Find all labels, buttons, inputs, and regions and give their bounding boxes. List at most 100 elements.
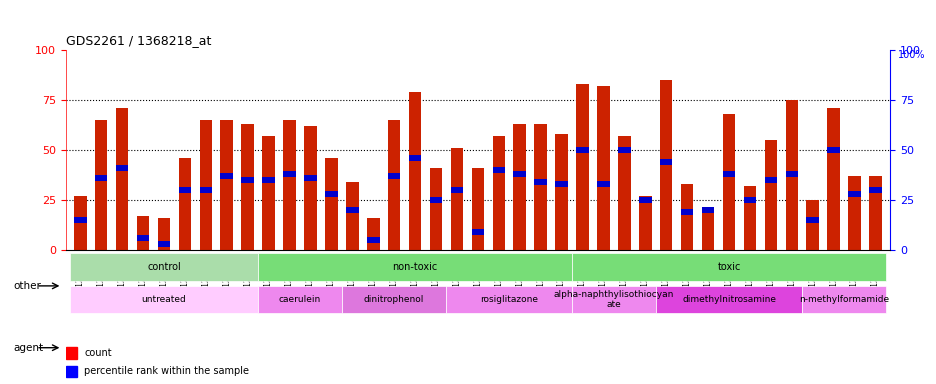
Bar <box>137 216 149 250</box>
FancyBboxPatch shape <box>69 286 257 313</box>
Bar <box>743 197 755 203</box>
Bar <box>345 182 358 250</box>
Bar <box>743 186 755 250</box>
Bar <box>555 181 567 187</box>
Bar <box>241 177 254 183</box>
FancyBboxPatch shape <box>257 253 572 281</box>
FancyBboxPatch shape <box>572 286 655 313</box>
Text: toxic: toxic <box>717 262 739 272</box>
FancyBboxPatch shape <box>655 286 801 313</box>
Bar <box>555 134 567 250</box>
Bar <box>450 187 462 193</box>
Bar <box>638 196 651 250</box>
Bar <box>199 120 212 250</box>
Bar <box>95 120 108 250</box>
Bar <box>492 136 505 250</box>
Bar <box>701 207 713 213</box>
Bar <box>325 158 337 250</box>
Bar <box>659 80 672 250</box>
Text: alpha-naphthylisothiocyan
ate: alpha-naphthylisothiocyan ate <box>553 290 673 309</box>
FancyBboxPatch shape <box>572 253 885 281</box>
Bar <box>137 235 149 241</box>
FancyBboxPatch shape <box>342 286 446 313</box>
Bar <box>430 197 442 203</box>
Bar <box>806 200 818 250</box>
Text: control: control <box>147 262 181 272</box>
Bar <box>847 176 860 250</box>
FancyBboxPatch shape <box>446 286 572 313</box>
Bar <box>492 167 505 173</box>
Bar <box>576 84 588 250</box>
Bar <box>241 124 254 250</box>
Text: non-toxic: non-toxic <box>392 262 437 272</box>
Bar <box>659 159 672 165</box>
Text: other: other <box>13 281 41 291</box>
Bar <box>471 228 484 235</box>
FancyBboxPatch shape <box>801 286 885 313</box>
Bar <box>116 108 128 250</box>
Bar <box>618 147 630 153</box>
Bar <box>179 187 191 193</box>
Text: n-methylformamide: n-methylformamide <box>798 295 888 304</box>
Bar <box>513 124 525 250</box>
Bar <box>513 171 525 177</box>
Bar <box>220 173 233 179</box>
Bar <box>116 165 128 171</box>
Bar <box>701 208 713 250</box>
Bar <box>283 120 296 250</box>
Bar <box>826 108 839 250</box>
Bar <box>869 176 881 250</box>
Bar <box>157 241 170 247</box>
Bar <box>345 207 358 213</box>
Bar <box>638 197 651 203</box>
Bar <box>95 175 108 181</box>
Bar <box>325 191 337 197</box>
FancyBboxPatch shape <box>257 286 342 313</box>
Text: 100%: 100% <box>898 50 925 60</box>
Bar <box>304 126 316 250</box>
Bar <box>722 171 735 177</box>
Bar <box>534 124 547 250</box>
Bar <box>869 187 881 193</box>
Bar <box>596 181 609 187</box>
Bar <box>680 184 693 250</box>
Bar <box>66 347 78 359</box>
Bar <box>367 218 379 250</box>
FancyBboxPatch shape <box>69 253 257 281</box>
Bar <box>283 171 296 177</box>
Bar <box>220 120 233 250</box>
Bar <box>784 100 797 250</box>
Bar <box>764 177 776 183</box>
Text: untreated: untreated <box>141 295 186 304</box>
Bar <box>179 158 191 250</box>
Bar <box>408 155 421 161</box>
Text: agent: agent <box>13 343 43 353</box>
Bar <box>784 171 797 177</box>
Bar <box>806 217 818 223</box>
Text: count: count <box>84 348 111 358</box>
Bar <box>430 168 442 250</box>
Text: caerulein: caerulein <box>279 295 321 304</box>
Bar <box>576 147 588 153</box>
Bar <box>367 237 379 243</box>
Bar <box>388 120 400 250</box>
Bar <box>74 196 86 250</box>
Text: percentile rank within the sample: percentile rank within the sample <box>84 366 249 376</box>
Bar <box>680 209 693 215</box>
Bar <box>596 86 609 250</box>
Bar <box>471 168 484 250</box>
Bar <box>450 148 462 250</box>
Bar <box>534 179 547 185</box>
Bar <box>847 191 860 197</box>
Bar <box>304 175 316 181</box>
Bar <box>74 217 86 223</box>
Bar <box>722 114 735 250</box>
Bar <box>388 173 400 179</box>
Text: GDS2261 / 1368218_at: GDS2261 / 1368218_at <box>66 34 211 47</box>
Bar <box>408 92 421 250</box>
Bar <box>764 140 776 250</box>
Bar <box>262 136 274 250</box>
Bar <box>66 366 78 377</box>
Bar <box>826 147 839 153</box>
Text: rosiglitazone: rosiglitazone <box>480 295 537 304</box>
